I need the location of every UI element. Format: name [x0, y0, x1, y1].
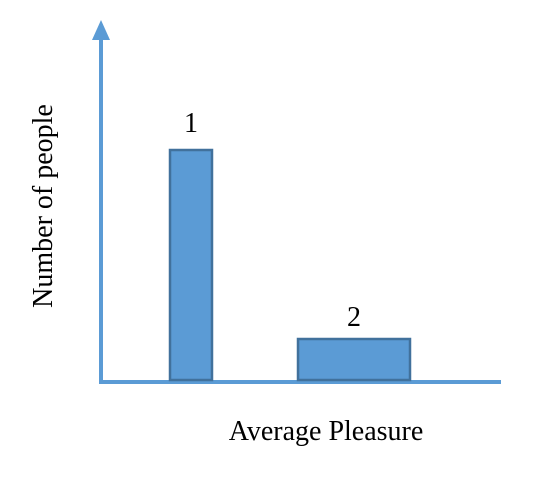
bar — [296, 337, 412, 382]
bar-label: 1 — [184, 108, 198, 139]
y-axis-label: Number of people — [28, 104, 59, 308]
bar — [168, 148, 214, 382]
y-axis-arrow — [92, 20, 110, 40]
x-axis-label: Average Pleasure — [229, 416, 424, 447]
bar-label: 2 — [347, 302, 361, 333]
